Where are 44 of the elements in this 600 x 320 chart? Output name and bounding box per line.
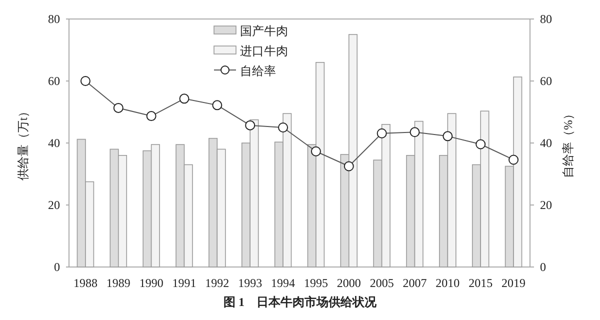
x-tick-label: 2019 <box>502 276 526 290</box>
y2-tick-label: 20 <box>540 198 552 212</box>
y2-tick-label: 40 <box>540 136 552 150</box>
x-tick-label: 1995 <box>304 276 328 290</box>
x-tick-label: 1991 <box>172 276 196 290</box>
x-tick-label: 1992 <box>205 276 230 290</box>
bar <box>447 113 456 268</box>
x-tick-label: 1989 <box>106 276 130 290</box>
bar <box>216 148 226 268</box>
y2-tick-label: 60 <box>540 74 552 88</box>
bar <box>85 181 94 268</box>
x-tick-label: 2000 <box>336 276 361 290</box>
y-tick-label: 60 <box>48 74 60 88</box>
legend-label: 自给率 <box>240 64 276 78</box>
bar <box>184 164 193 268</box>
x-tick-label: 1993 <box>238 276 262 290</box>
bar <box>118 155 128 268</box>
y-tick-label: 20 <box>48 198 60 212</box>
bar <box>381 124 390 268</box>
text: 图 1 日本牛肉市场供给状况 <box>224 295 378 309</box>
y2-tick-label: 0 <box>540 260 546 274</box>
y2-tick-label: 80 <box>540 12 552 26</box>
y-tick-label: 80 <box>48 12 60 26</box>
x-tick-label: 1990 <box>139 276 164 290</box>
legend-label: 国产牛肉 <box>240 24 288 38</box>
x-tick-label: 1988 <box>73 276 98 290</box>
x-tick-label: 2007 <box>402 276 427 290</box>
bar <box>250 119 259 268</box>
bar <box>150 144 160 268</box>
y-tick-label: 0 <box>54 260 60 274</box>
bar <box>316 62 325 268</box>
x-tick-label: 2010 <box>436 276 460 290</box>
bar <box>282 113 292 268</box>
bar <box>414 120 424 268</box>
bar <box>480 110 490 268</box>
y-axis-title: 供给量（万t） <box>16 105 30 181</box>
x-tick-label: 2005 <box>370 276 394 290</box>
x-tick-label: 2015 <box>468 276 493 290</box>
y2-axis-title: 自给率（%） <box>561 108 575 178</box>
legend-label: 进口牛肉 <box>240 44 288 58</box>
y-tick-label: 40 <box>48 136 60 150</box>
bar <box>348 34 358 268</box>
bar <box>513 76 522 268</box>
x-tick-label: 1994 <box>271 276 296 290</box>
